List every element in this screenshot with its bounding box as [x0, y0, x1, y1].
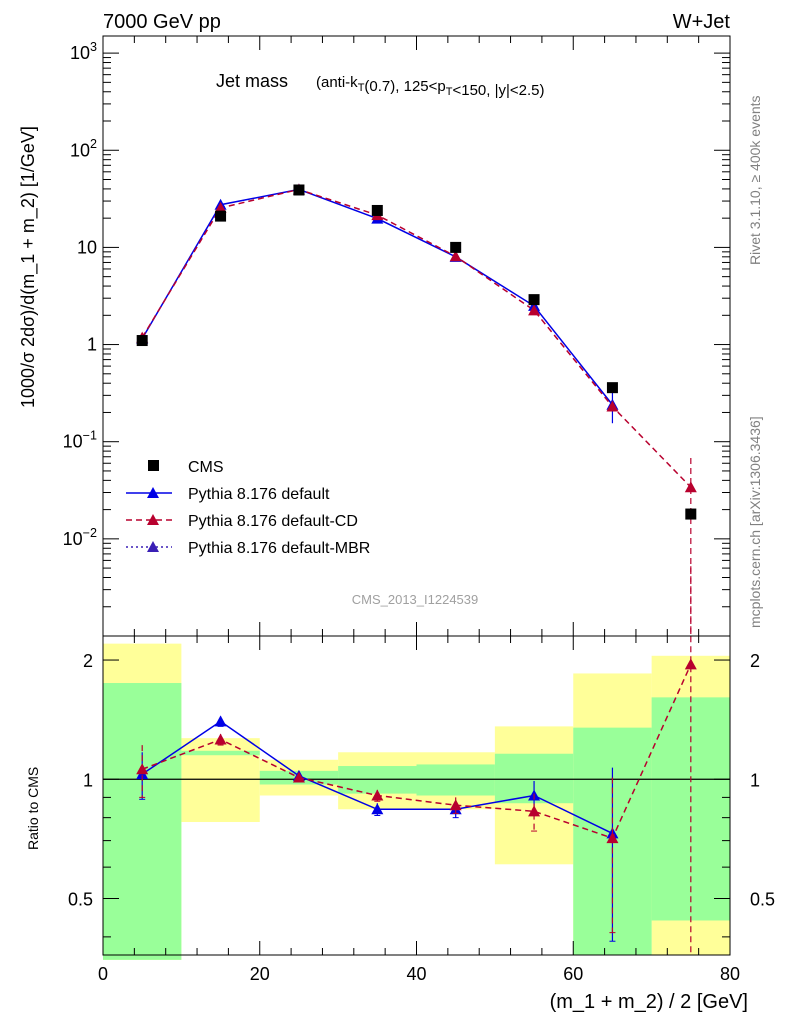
series-marker-main [606, 400, 619, 412]
ratio-panel-frame [102, 635, 731, 956]
y-tick-label-ratio: 2 [83, 651, 93, 671]
series-marker-ratio [606, 832, 619, 844]
header-process: W+Jet [673, 11, 731, 33]
legend-cms-label: CMS [188, 459, 224, 476]
y-tick-label-ratio-right: 0.5 [750, 889, 775, 909]
ratio-uncertainty-bands [103, 643, 730, 960]
series-line-main [141, 188, 692, 488]
legend-marker [147, 541, 159, 552]
x-tick-label: 80 [720, 964, 740, 984]
plot-title-detail: (anti-kT(0.7), 125<pT<150, |y|<2.5) [316, 74, 545, 99]
series-marker-ratio [214, 715, 227, 727]
series-marker-main [449, 250, 462, 262]
legend-series-label: Pythia 8.176 default-CD [188, 513, 358, 530]
series-marker-ratio [449, 799, 462, 811]
legend-marker [147, 514, 159, 525]
legend-marker [147, 487, 159, 498]
x-tick-label: 0 [98, 964, 108, 984]
y-tick-label-ratio-right: 2 [750, 651, 760, 671]
plot-title: Jet mass [216, 71, 288, 91]
y-axis-label-bottom: Ratio to CMS [25, 767, 41, 850]
cms-data-point [136, 335, 148, 347]
series-marker-ratio [684, 658, 697, 670]
cms-data-point [685, 508, 697, 520]
series-marker-main [214, 201, 227, 213]
y-tick-label-ratio: 0.5 [68, 889, 93, 909]
mcplots-label: mcplots.cern.ch [arXiv:1306.3436] [747, 416, 763, 628]
cms-data-point [606, 382, 618, 394]
legend-series-label: Pythia 8.176 default-MBR [188, 540, 370, 557]
cms-data-point [528, 294, 540, 306]
series-marker-ratio [528, 805, 541, 817]
y-tick-label-top: 10−2 [63, 526, 97, 549]
legend-cms-marker [148, 460, 159, 471]
x-tick-label: 40 [406, 964, 426, 984]
header-energy: 7000 GeV pp [103, 11, 221, 33]
y-tick-label-top: 10−1 [63, 429, 97, 452]
series-marker-ratio [214, 733, 227, 745]
y-axis-label-top: 1000/σ 2dσ)/d(m_1 + m_2) [1/GeV] [18, 126, 39, 408]
series-marker-ratio [371, 789, 384, 801]
legend: CMS Pythia 8.176 default Pythia 8.176 defa… [126, 459, 370, 557]
cms-data-point [215, 210, 227, 222]
series-marker-main [684, 481, 697, 493]
cms-data-point [450, 241, 462, 253]
y-tick-label-top: 1 [87, 335, 97, 355]
x-tick-label: 60 [563, 964, 583, 984]
y-tick-label-top: 103 [70, 40, 97, 63]
cms-data-point [293, 184, 305, 196]
band-green [416, 764, 495, 796]
y-tick-label-ratio-right: 1 [750, 770, 760, 790]
cms-data-point [371, 204, 383, 216]
y-tick-label-top: 10 [77, 237, 97, 257]
y-tick-label-ratio: 1 [83, 770, 93, 790]
data-marks [136, 183, 697, 956]
y-tick-label-top: 102 [70, 137, 97, 160]
x-axis-label: (m_1 + m_2) / 2 [GeV] [550, 991, 748, 1013]
x-tick-label: 20 [250, 964, 270, 984]
series-marker-main [528, 304, 541, 316]
series-marker-ratio [292, 771, 305, 783]
legend-series-label: Pythia 8.176 default [188, 486, 330, 503]
band-green [103, 683, 182, 960]
band-yellow [181, 738, 260, 823]
analysis-tag: CMS_2013_I1224539 [352, 592, 479, 607]
series-marker-ratio [371, 803, 384, 815]
plot-title-main: Jet mass [216, 71, 288, 91]
rivet-label: Rivet 3.1.10, ≥ 400k events [747, 95, 763, 265]
band-green [181, 750, 260, 756]
series-marker-ratio [136, 763, 149, 775]
series-line-ratio [141, 664, 692, 840]
